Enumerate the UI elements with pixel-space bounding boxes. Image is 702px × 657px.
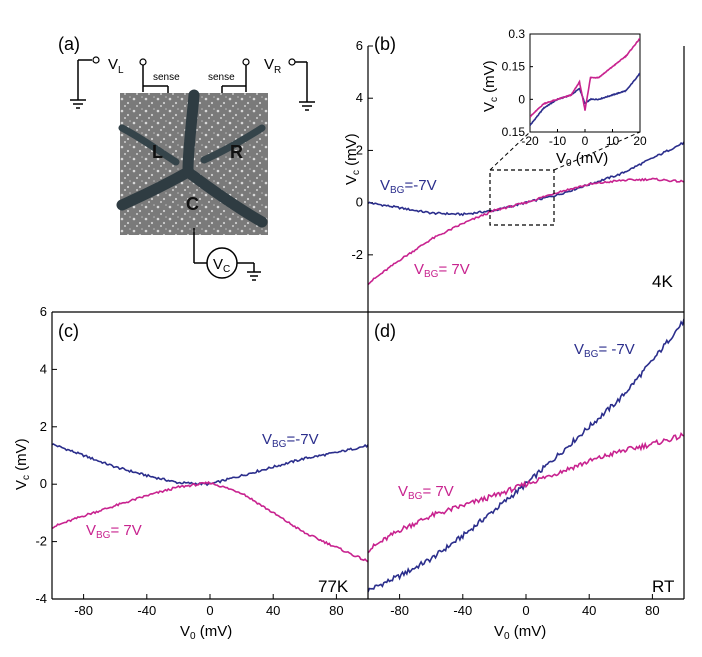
panel-b-series-pos: [368, 177, 684, 286]
y-tick-label: 0.3: [508, 27, 525, 41]
y-tick-label: -2: [35, 534, 47, 549]
panel-a-schematic: (a) VL sense sense VR: [58, 34, 315, 281]
panel-b-legend-pos: VBG= 7V: [414, 261, 470, 280]
x-tick-label: 80: [329, 603, 343, 618]
x-tick-label: 0: [522, 603, 529, 618]
sense-right-label: sense: [208, 72, 235, 83]
inset-ticks: 0.15 0 0.15 0.3 -20 -10 0 10 20: [502, 27, 647, 148]
left-probe-terminal: [139, 58, 147, 66]
panel-b-y-label: Vc (mV): [343, 133, 362, 185]
x-tick-label: 0: [582, 134, 589, 148]
x-tick-label: 40: [582, 603, 596, 618]
panel-c-x-label: V0 (mV): [180, 623, 232, 642]
panel-b-legend-neg: VBG=-7V: [380, 177, 437, 196]
x-tick-label: 80: [645, 603, 659, 618]
region-l-label: L: [152, 142, 163, 162]
panel-d-legend-neg: VBG= -7V: [574, 341, 635, 360]
panel-d-series-pos: [368, 432, 684, 554]
y-tick-label: 0: [40, 476, 47, 491]
panel-c-series-pos: [52, 480, 368, 563]
y-tick-label: 4: [40, 361, 47, 376]
panel-b-y-ticks: -2 0 2 4 6: [351, 38, 373, 262]
panel-c-legend-neg: VBG=-7V: [262, 431, 319, 450]
y-tick-label: -4: [35, 591, 47, 606]
panel-c-legend-pos: VBG= 7V: [86, 522, 142, 541]
x-tick-label: -10: [549, 134, 567, 148]
panel-c-series-neg: [52, 443, 368, 487]
x-tick-label: 0: [206, 603, 213, 618]
y-tick-label: 0: [356, 195, 363, 210]
x-tick-label: -40: [453, 603, 472, 618]
panel-d-x-label: V0 (mV): [494, 623, 546, 642]
inset-x-label: V0 (mV): [556, 150, 608, 169]
panel-d-ticks: -80 -40 0 40 80: [390, 594, 660, 618]
panel-d-legend-pos: VBG= 7V: [398, 483, 454, 502]
inset-series-neg: [530, 72, 640, 127]
panel-c-label: (c): [58, 321, 79, 341]
panel-c-condition: 77K: [318, 577, 349, 596]
y-tick-label: 4: [356, 90, 363, 105]
inset-series-pos: [530, 37, 640, 118]
sample-micrograph: L R C: [116, 89, 268, 235]
inset-y-label: Vc (mV): [481, 60, 500, 112]
panel-b-inset-chart: 0.15 0 0.15 0.3 -20 -10 0 10 20 Vc (mV) V0 (mV): [481, 27, 647, 169]
panel-d-condition: RT: [652, 577, 674, 596]
x-tick-label: -40: [137, 603, 156, 618]
panel-c-y-label: Vc (mV): [13, 438, 32, 490]
region-r-label: R: [230, 142, 243, 162]
y-tick-label: 6: [356, 38, 363, 53]
panel-c-chart: -4 -2 0 2 4 6 -80 -40 0 40 80 (c) 77K VBG=-7V VBG=…: [13, 304, 368, 642]
y-tick-label: 0.15: [502, 125, 526, 139]
vr-label: VR: [264, 56, 281, 76]
y-tick-label: 6: [40, 304, 47, 319]
y-tick-label: 0: [518, 92, 525, 106]
panel-a-label: (a): [58, 34, 80, 54]
zoom-region-box: [489, 169, 555, 226]
y-tick-label: 2: [40, 419, 47, 434]
panel-d-label: (d): [374, 321, 396, 341]
right-probe-terminal: [242, 58, 250, 66]
panel-d-series-neg: [368, 318, 684, 593]
panel-frames: [51, 46, 685, 600]
x-tick-label: -20: [521, 134, 539, 148]
y-tick-label: 2: [356, 142, 363, 157]
x-tick-label: 10: [606, 134, 620, 148]
panel-b-condition: 4K: [652, 272, 673, 291]
x-tick-label: 40: [266, 603, 280, 618]
x-tick-label: -80: [74, 603, 93, 618]
meter-label: VC: [213, 256, 230, 275]
vl-label: VL: [108, 56, 124, 76]
vl-terminal: [92, 56, 100, 64]
panel-b-label: (b): [374, 34, 396, 54]
y-tick-label: 0.15: [502, 60, 526, 74]
inset-frame: [529, 33, 641, 133]
sense-left-label: sense: [153, 72, 180, 83]
panel-c-ticks: -4 -2 0 2 4 6 -80 -40 0 40 80: [35, 304, 343, 618]
x-tick-label: 20: [633, 134, 647, 148]
y-tick-label: -2: [351, 247, 363, 262]
x-tick-label: -80: [390, 603, 409, 618]
vr-terminal: [288, 58, 296, 66]
region-c-label: C: [186, 194, 199, 214]
panel-d-chart: -80 -40 0 40 80 (d) RT VBG= -7V VBG= 7V V0 (…: [368, 318, 684, 642]
panel-b-series-neg: [368, 141, 684, 217]
